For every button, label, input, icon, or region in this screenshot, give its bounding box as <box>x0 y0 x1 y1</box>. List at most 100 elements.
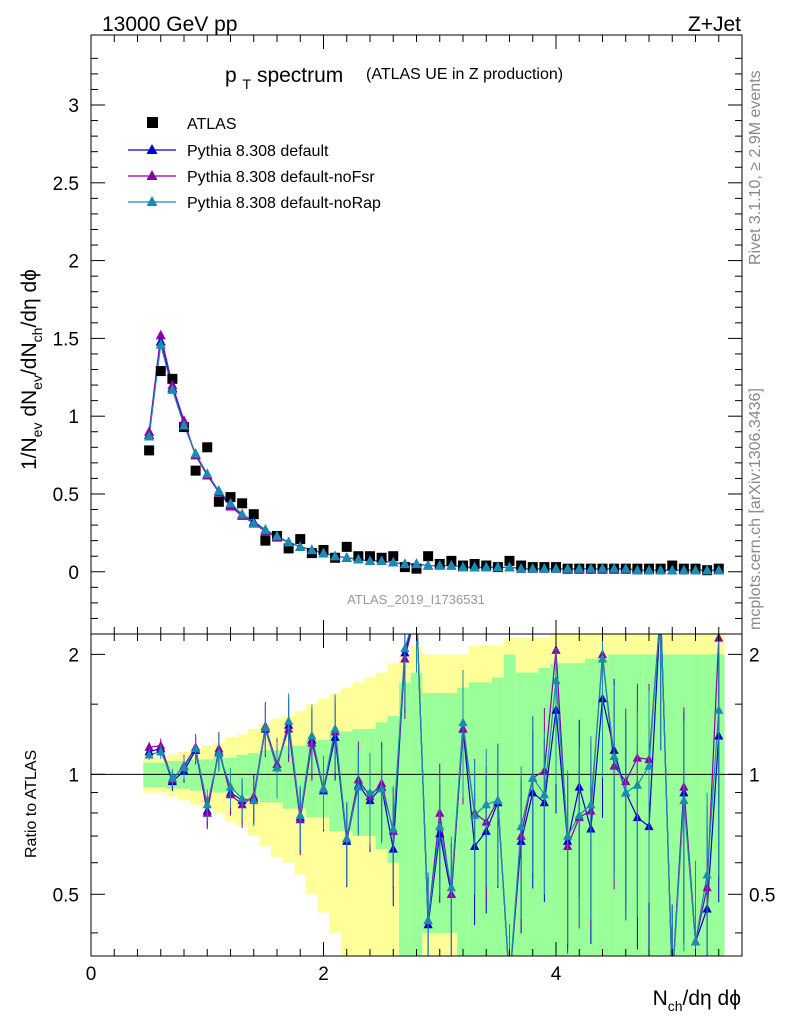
main-marker-norap-31 <box>504 561 515 572</box>
legend-marker-norap <box>146 196 158 206</box>
atlas-point-13 <box>295 534 306 545</box>
ratio-band-inner-47 <box>689 654 702 956</box>
main-marker-norap-41 <box>620 563 631 573</box>
ratio-band-inner-23 <box>410 672 423 956</box>
legend-label-default: Pythia 8.308 default <box>187 143 329 160</box>
ratio-marker-norap-37 <box>574 810 584 819</box>
ratio-marker-norap-34 <box>539 789 549 799</box>
title-p: p <box>225 64 237 87</box>
main-ytick-label-5: 2.5 <box>53 174 79 195</box>
ratio-band-inner-12 <box>282 745 295 809</box>
ratio-band-inner-5 <box>201 759 214 791</box>
header-left: 13000 GeV pp <box>102 13 237 36</box>
ratio-marker-norap-49 <box>714 705 724 714</box>
ratio-marker-norap-9 <box>249 795 259 805</box>
main-marker-norap-42 <box>632 564 643 575</box>
main-marker-norap-34 <box>539 563 550 573</box>
atlas-point-9 <box>248 509 259 520</box>
main-marker-norap-29 <box>481 561 492 572</box>
atlas-point-24 <box>423 551 434 562</box>
ratio-marker-norap-7 <box>225 781 236 791</box>
xtick-label-1: 2 <box>318 964 329 985</box>
ratio-marker-nofsr-44 <box>656 604 665 613</box>
ratio-marker-norap-33 <box>528 772 538 782</box>
ratio-marker-norap-38 <box>586 799 596 809</box>
ratio-marker-norap-45 <box>668 978 677 987</box>
main-marker-norap-35 <box>550 563 562 573</box>
y-axis-label: 1/Nev dNev/dNch/dη dϕ <box>18 269 45 470</box>
ratio-marker-norap-2 <box>167 772 177 782</box>
chart-title: p T spectrum (ATLAS UE in Z production) <box>225 64 563 92</box>
ratio-marker-norap-42 <box>632 780 642 789</box>
main-marker-norap-48 <box>702 564 713 575</box>
ratio-marker-default-31 <box>505 978 514 987</box>
ratio-band-inner-16 <box>329 731 341 832</box>
main-marker-norap-46 <box>678 564 689 575</box>
ratio-ytick-label-right-2: 2 <box>749 645 760 666</box>
main-marker-norap-26 <box>446 560 457 570</box>
atlas-point-12 <box>283 543 294 554</box>
main-marker-norap-15 <box>318 547 329 558</box>
main-line-norap <box>148 344 719 571</box>
main-marker-norap-27 <box>457 561 469 572</box>
ratio-marker-norap-46 <box>679 795 689 805</box>
main-marker-norap-36 <box>562 563 573 573</box>
main-marker-norap-16 <box>330 550 341 561</box>
ratio-marker-norap-29 <box>481 799 491 809</box>
ratio-marker-norap-19 <box>365 787 375 797</box>
main-ytick-label-0: 0 <box>68 563 79 584</box>
atlas-point-1 <box>155 366 166 377</box>
main-marker-norap-11 <box>271 530 283 541</box>
main-marker-norap-8 <box>237 508 248 519</box>
legend-marker-default <box>146 144 158 154</box>
legend-label-atlas: ATLAS <box>187 116 237 133</box>
main-marker-norap-25 <box>434 560 445 570</box>
atlas-point-0 <box>144 445 155 456</box>
main-marker-norap-20 <box>376 555 387 566</box>
xtick-label-0: 0 <box>86 964 97 985</box>
legend-label-nofsr: Pythia 8.308 default-noFsr <box>187 169 375 186</box>
atlas-point-23 <box>411 563 422 574</box>
main-marker-norap-10 <box>260 524 271 534</box>
main-marker-norap-17 <box>341 552 352 562</box>
atlas-point-21 <box>388 551 399 562</box>
side-label-rivet: Rivet 3.1.10, ≥ 2.9M events <box>747 70 764 265</box>
main-marker-norap-24 <box>423 560 434 570</box>
main-marker-norap-28 <box>469 561 480 572</box>
ratio-band-inner-13 <box>294 745 307 809</box>
ratio-band-inner-44 <box>654 654 667 956</box>
ratio-band-inner-27 <box>457 687 469 956</box>
main-marker-norap-13 <box>295 541 306 551</box>
ratio-marker-norap-18 <box>353 781 363 791</box>
ratio-band-inner-10 <box>259 750 272 803</box>
header-right: Z+Jet <box>688 13 741 36</box>
ratio-marker-norap-15 <box>318 783 329 793</box>
atlas-point-6 <box>213 496 224 507</box>
ratio-marker-norap-30 <box>493 795 503 805</box>
main-marker-norap-0 <box>144 430 155 441</box>
main-marker-norap-21 <box>388 556 399 567</box>
ratio-band-inner-26 <box>445 692 458 933</box>
ratio-ytick-label-1: 1 <box>68 765 79 786</box>
ratio-marker-norap-28 <box>470 810 480 819</box>
main-marker-norap-6 <box>213 485 224 495</box>
main-marker-norap-22 <box>399 558 410 569</box>
ratio-marker-norap-3 <box>179 762 189 772</box>
main-ytick-label-3: 1.5 <box>53 329 79 350</box>
side-label-mcplots: mcplots.cern.ch [arXiv:1306.3436] <box>747 388 764 630</box>
main-marker-norap-37 <box>574 563 585 573</box>
legend: ATLAS Pythia 8.308 default Pythia 8.308 … <box>128 116 381 212</box>
atlas-point-10 <box>260 535 271 546</box>
ratio-marker-norap-41 <box>621 787 631 797</box>
main-marker-norap-38 <box>585 563 596 573</box>
ratio-band-inner-17 <box>340 731 353 832</box>
ratio-marker-norap-35 <box>551 675 561 685</box>
ratio-marker-norap-6 <box>214 748 224 757</box>
atlas-point-7 <box>225 492 236 503</box>
main-marker-norap-3 <box>178 420 190 430</box>
ratio-marker-norap-8 <box>237 793 247 803</box>
main-line-default <box>148 341 719 571</box>
ratio-marker-nofsr-45 <box>668 978 677 987</box>
main-ytick-label-1: 0.5 <box>53 485 79 506</box>
